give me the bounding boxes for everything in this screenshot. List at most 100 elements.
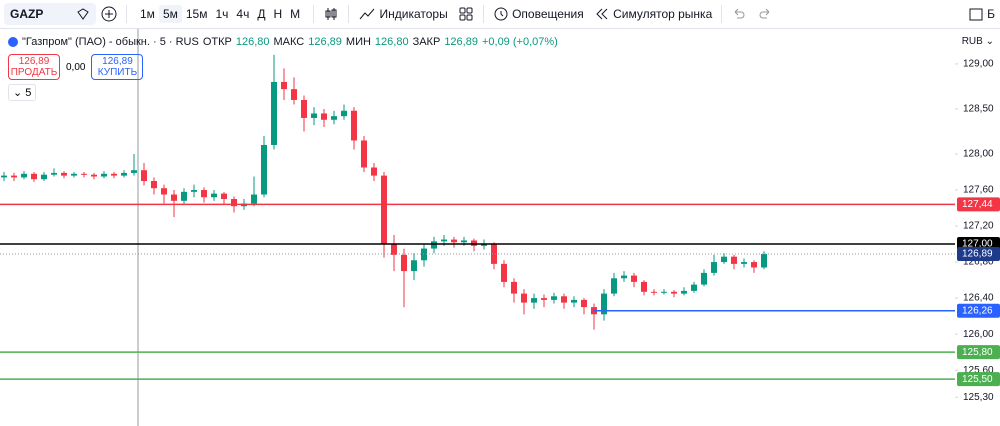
y-tick-label: 125,60 [963,365,994,376]
stat-label: МАКС [273,36,305,48]
candle-body [541,298,547,300]
redo[interactable] [752,0,778,28]
candle-body [161,188,167,195]
y-tick-label: 127,20 [963,221,994,232]
candle-body [491,244,497,264]
candle-body [141,170,147,182]
candle-body [221,193,227,200]
stat-value: 126,80 [235,36,270,48]
price-label-box [957,345,1000,360]
y-tick-label: 126,40 [963,293,994,304]
chart-type[interactable] [318,0,344,28]
candle-body [561,296,567,303]
candle-body [681,290,687,294]
icon [494,7,508,21]
price-label-box [957,246,1000,261]
legend-change: +0,09 (+0,07%) [481,36,558,48]
undo[interactable] [726,0,752,28]
candle-body [381,175,387,245]
interval[interactable]: 1ч [215,7,229,21]
candle-body [71,173,77,176]
layouts-button[interactable] [453,0,479,28]
candle-body [531,298,537,303]
candle-body [501,263,507,282]
candle-body [431,241,437,249]
interval[interactable]: Н [273,7,283,21]
candle-body [291,89,297,100]
logo [8,37,18,47]
candle-body [281,81,287,90]
icon [325,8,337,20]
currency[interactable]: RUB ⌄ [961,36,994,47]
candle-body [231,199,237,207]
layout-menu[interactable]: Б [963,0,1000,28]
candle-body [391,244,397,255]
candle-body [181,191,187,201]
compare[interactable] [96,0,122,28]
candle-body [671,291,677,294]
candle-body [441,239,447,242]
candle-body [251,194,257,204]
candle-body [451,239,457,243]
buy-price: 126,89 [102,56,133,67]
indicator-collapse[interactable]: ⌄ 5 [8,84,37,101]
candle-body [691,284,697,291]
price-label-box [957,303,1000,318]
interval[interactable]: 4ч [236,7,250,21]
candle-body [741,262,747,264]
y-tick-label: 125,30 [963,392,994,403]
candle-body [121,172,127,176]
stat-value: 126,89 [308,36,342,48]
candle-body [261,144,267,195]
candle-body [631,275,637,282]
candle-body [171,194,177,201]
icon [101,6,117,22]
indicators-button[interactable]: Индикаторы [353,0,453,28]
symbol-search[interactable]: GAZP [4,3,96,25]
candle-body [361,140,367,168]
candle-body [331,116,337,120]
separator [126,5,127,23]
sell-button[interactable]: 126,89 ПРОДАТЬ [8,54,60,80]
candle-body [461,240,467,243]
candle-body [91,174,97,177]
alerts-label: Оповещения [512,7,584,21]
candle-body [201,190,207,198]
replay-label: Симулятор рынка [613,7,713,21]
candle-body [721,256,727,263]
trade-panel: 126,89 ПРОДАТЬ 0,00 126,89 КУПИТЬ [8,54,144,80]
toolbar: GAZP 1м 5м 15м 1ч 4ч Д Н М Индикаторы Оповещени… [0,0,1000,29]
indicators-label: Индикаторы [379,7,448,21]
separator [482,5,484,23]
candle-body [761,253,767,268]
candle-body [81,173,87,175]
candle-body [191,190,197,192]
buy-button[interactable]: 126,89 КУПИТЬ [91,54,144,80]
interval[interactable]: М [290,7,301,21]
separator [313,5,315,23]
candle-body [371,167,377,176]
interval[interactable]: 5м [158,5,182,23]
interval[interactable]: 1м [140,7,155,21]
replay-button[interactable]: Симулятор рынка [589,0,718,28]
candle-body [211,193,217,198]
price-label: 127,00 [962,239,993,250]
y-tick-label: 126,00 [963,329,994,340]
candle-body [151,181,157,189]
stat-label: ЗАКР [412,36,441,48]
legend-stats: ОТКР 126,80 МАКС 126,89 МИН 126,80 ЗАКР 126,89 [203,36,478,48]
candle-body [11,175,17,178]
candle-body [311,113,317,118]
icon [459,7,473,21]
interval[interactable]: 15м [185,7,208,21]
price-label: 126,26 [962,305,993,316]
candle-body [651,291,657,293]
alerts-button[interactable]: Оповещения [488,0,589,28]
candle-body [471,240,477,246]
interval[interactable]: Д [257,7,266,21]
candle-body [521,293,527,303]
price-label: 127,44 [962,199,993,210]
candle-body [551,296,557,300]
